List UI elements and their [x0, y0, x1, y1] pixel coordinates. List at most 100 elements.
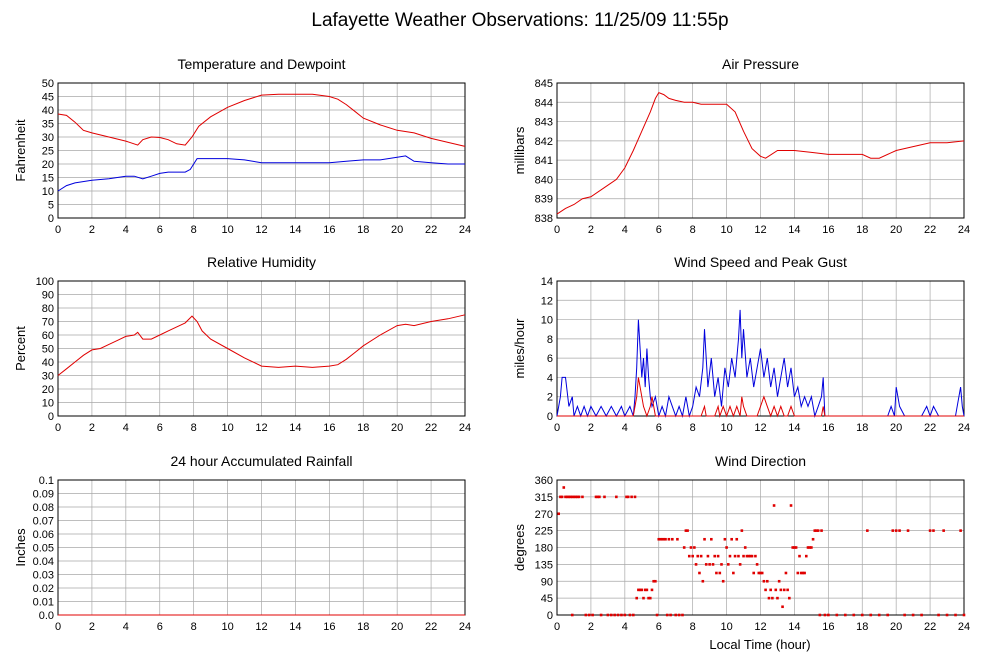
y-axis-label-rain: Inches [13, 528, 28, 567]
y-tick-label: 5 [48, 200, 54, 212]
direction-point [786, 588, 789, 592]
direction-point [654, 579, 657, 583]
direction-point [657, 537, 661, 541]
y-tick-label: 0.06 [33, 529, 54, 541]
direction-point [755, 563, 759, 566]
direction-point [735, 537, 739, 541]
x-tick-label: 22 [425, 621, 437, 633]
series-line-humidity-red [57, 314, 466, 376]
direction-point [598, 495, 601, 499]
x-tick-label: 4 [123, 422, 129, 434]
x-tick-label: 0 [554, 224, 560, 236]
direction-point [794, 546, 798, 549]
direction-point [962, 613, 966, 617]
x-tick-label: 10 [221, 621, 233, 633]
x-tick-label: 20 [391, 422, 403, 434]
direction-point [703, 537, 706, 541]
x-tick-label: 16 [323, 224, 335, 236]
y-axis-label-direction: degrees [512, 524, 527, 571]
x-tick-label: 12 [754, 422, 766, 434]
x-tick-label: 24 [958, 422, 970, 434]
x-tick-label: 18 [357, 621, 369, 633]
direction-point [708, 563, 711, 566]
y-tick-label: 0.07 [33, 516, 54, 528]
y-tick-label: 20 [42, 159, 54, 171]
y-tick-label: 25 [42, 146, 54, 158]
direction-point [671, 537, 674, 541]
direction-point [945, 613, 949, 617]
direction-point [560, 495, 564, 499]
direction-point [667, 537, 671, 541]
direction-point [801, 571, 805, 575]
y-tick-label: 50 [42, 344, 54, 356]
y-tick-label: 30 [42, 132, 54, 144]
direction-point [740, 529, 744, 532]
direction-point [906, 529, 910, 532]
direction-point [733, 554, 737, 558]
series-line-wind-red [557, 377, 964, 418]
y-tick-label: 0.0 [39, 610, 54, 622]
direction-point [767, 596, 771, 600]
x-tick-label: 10 [720, 422, 732, 434]
x-tick-label: 22 [425, 224, 437, 236]
x-tick-label: 10 [221, 422, 233, 434]
y-tick-label: 45 [541, 593, 553, 605]
direction-point [877, 613, 881, 617]
direction-point [894, 529, 898, 532]
direction-point [932, 529, 935, 532]
direction-point [694, 563, 698, 566]
direction-point [737, 554, 740, 558]
y-tick-label: 843 [535, 117, 553, 129]
x-tick-label: 14 [788, 621, 800, 633]
y-tick-label: 15 [42, 173, 54, 185]
direction-point [959, 529, 962, 532]
direction-point [808, 546, 811, 549]
direction-point [635, 596, 639, 600]
x-tick-label: 14 [289, 224, 301, 236]
y-tick-label: 14 [541, 276, 553, 288]
direction-point [806, 546, 810, 549]
direction-point [743, 546, 747, 549]
x-tick-label: 18 [856, 422, 868, 434]
direction-point [815, 529, 818, 532]
direction-point [769, 588, 772, 592]
y-tick-label: 842 [535, 136, 553, 148]
x-tick-label: 16 [822, 224, 834, 236]
direction-point [781, 605, 784, 609]
y-tick-label: 4 [547, 372, 553, 384]
x-tick-label: 16 [822, 621, 834, 633]
direction-point [816, 529, 820, 532]
direction-point [803, 571, 806, 575]
direction-point [609, 613, 613, 617]
y-tick-label: 0.04 [33, 556, 54, 568]
direction-point [823, 613, 827, 617]
direction-point [706, 554, 710, 558]
direction-point [738, 563, 742, 566]
direction-point [660, 537, 664, 541]
direction-point [804, 554, 808, 558]
y-tick-label: 40 [42, 105, 54, 117]
direction-point [647, 596, 650, 600]
direction-point [728, 554, 732, 558]
x-tick-label: 8 [191, 422, 197, 434]
direction-point [599, 613, 603, 617]
direction-point [852, 613, 856, 617]
direction-point [681, 613, 684, 617]
x-tick-label: 0 [55, 422, 61, 434]
y-tick-label: 70 [42, 317, 54, 329]
y-axis-label-humidity: Percent [13, 326, 28, 371]
series-line-temp-blue [57, 155, 465, 192]
direction-point [757, 571, 761, 575]
direction-point [820, 529, 823, 532]
x-tick-label: 2 [89, 621, 95, 633]
x-tick-label: 10 [221, 224, 233, 236]
direction-point [715, 571, 718, 575]
direction-point [813, 529, 817, 532]
y-axis-label-pressure: millibars [512, 126, 527, 174]
x-tick-label: 20 [391, 621, 403, 633]
panel-title-direction: Wind Direction [715, 453, 806, 469]
direction-point [594, 495, 598, 499]
direction-point [632, 613, 635, 617]
direction-point [723, 537, 727, 541]
